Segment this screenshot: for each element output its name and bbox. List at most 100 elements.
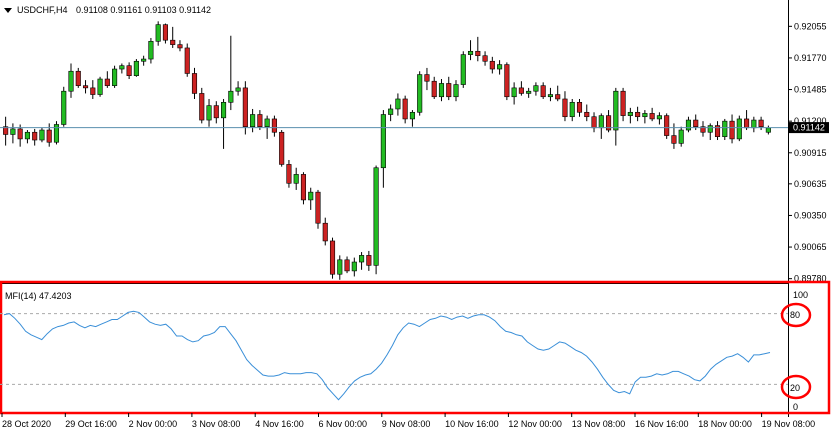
candle-bear [620, 90, 626, 116]
candle-bear [184, 47, 190, 74]
candle-bull [388, 108, 394, 115]
candle-bull [460, 54, 466, 85]
candle-bear [693, 119, 699, 128]
candle-bull [722, 120, 728, 137]
candle-bear [402, 98, 408, 120]
candle-bull [656, 115, 662, 120]
candle-bear [300, 174, 307, 201]
time-tick-label: 4 Nov 16:00 [255, 419, 304, 429]
candle-bull [497, 64, 503, 70]
level-20-highlight-circle [780, 374, 812, 400]
indicator-highlight-box [0, 280, 831, 415]
candle-bear [162, 24, 168, 41]
time-tick-label: 19 Nov 08:00 [762, 419, 816, 429]
candlestick-series [3, 21, 771, 280]
candle-bear [344, 259, 350, 272]
candle-bull [250, 114, 256, 128]
mfi-tick-100: 100 [793, 290, 808, 300]
candle-bull [221, 102, 227, 119]
candle-bear [504, 64, 510, 98]
candle-bull [569, 102, 575, 118]
time-axis: 28 Oct 2020 29 Oct 16:00 2 Nov 00:00 3 Nov … [1, 413, 816, 429]
candle-bear [562, 98, 568, 118]
candle-bear [714, 125, 721, 137]
candle-bear [446, 83, 452, 98]
candle-bear [700, 126, 706, 133]
candle-bull [39, 129, 45, 141]
candle-bear [635, 111, 641, 118]
time-tick-label: 28 Oct 2020 [2, 419, 51, 429]
candle-bull [373, 167, 379, 266]
price-tick-label: 0.90065 [794, 242, 827, 252]
candle-bull [148, 40, 154, 60]
mfi-tick-80: 80 [790, 310, 800, 320]
candle-bull [228, 90, 234, 103]
price-tick-label: 0.92055 [794, 21, 827, 31]
candle-bear [540, 85, 546, 98]
time-tick-label: 9 Nov 08:00 [382, 419, 431, 429]
current-price-label: 0.91142 [793, 123, 825, 133]
candle-bear [664, 115, 670, 136]
time-tick-label: 13 Nov 08:00 [572, 419, 626, 429]
price-tick-label: 0.90915 [794, 148, 827, 158]
candle-bear [576, 102, 583, 113]
time-tick-label: 18 Nov 00:00 [698, 419, 752, 429]
candle-bear [584, 111, 590, 118]
mfi-line [3, 310, 771, 401]
price-axis: 0.92055 0.91770 0.91485 0.91200 0.90915 0.906… [788, 21, 827, 284]
candle-bull [351, 261, 357, 272]
candle-bull [97, 78, 103, 95]
candle-bull [598, 115, 604, 129]
candle-bull [685, 119, 692, 131]
candle-bear [213, 105, 219, 119]
candle-bear [591, 116, 597, 129]
candle-bear [329, 240, 336, 275]
candle-bull [765, 127, 771, 133]
candle-bear [475, 50, 481, 57]
candle-bear [257, 114, 263, 128]
candle-bear [286, 164, 292, 184]
candle-bear [322, 222, 328, 242]
time-tick-label: 2 Nov 00:00 [129, 419, 178, 429]
candle-bull [235, 87, 241, 92]
candle-bear [606, 115, 612, 131]
candle-bear [279, 131, 285, 165]
candle-bear [177, 44, 183, 49]
candle-bull [264, 118, 270, 128]
time-tick-label: 12 Nov 00:00 [508, 419, 562, 429]
candle-bear [46, 129, 52, 143]
candle-bull [467, 50, 474, 55]
candle-bear [271, 118, 277, 133]
candle-bear [75, 70, 81, 86]
candle-bull [409, 111, 415, 120]
candle-bull [155, 24, 161, 42]
candle-bull [206, 105, 212, 121]
time-tick-label: 16 Nov 16:00 [635, 419, 689, 429]
price-tick-label: 0.90350 [794, 210, 827, 220]
price-tick-label: 0.91200 [794, 116, 827, 126]
candle-bear [90, 87, 96, 95]
candle-bull [308, 191, 314, 201]
time-tick-label: 6 Nov 00:00 [319, 419, 368, 429]
candle-bear [431, 80, 437, 98]
candle-bear [170, 39, 176, 45]
candle-bull [61, 90, 67, 125]
candle-bull [678, 129, 684, 144]
price-tick-label: 0.91770 [794, 53, 827, 63]
triangle-down-icon[interactable] [4, 8, 12, 13]
candle-bear [17, 128, 23, 140]
candle-bear [191, 73, 198, 94]
candle-bear [366, 255, 372, 266]
candle-bear [126, 65, 132, 76]
candle-bear [758, 119, 764, 128]
time-tick-label: 10 Nov 16:00 [445, 419, 499, 429]
candle-bear [32, 131, 38, 141]
time-tick-label: 3 Nov 08:00 [192, 419, 241, 429]
mfi-label: MFI(14) 47.4203 [5, 291, 72, 301]
candle-bull [736, 118, 742, 140]
candle-bear [242, 87, 248, 128]
candle-bull [526, 90, 532, 94]
candle-bull [438, 83, 445, 98]
candle-bull [53, 124, 60, 143]
